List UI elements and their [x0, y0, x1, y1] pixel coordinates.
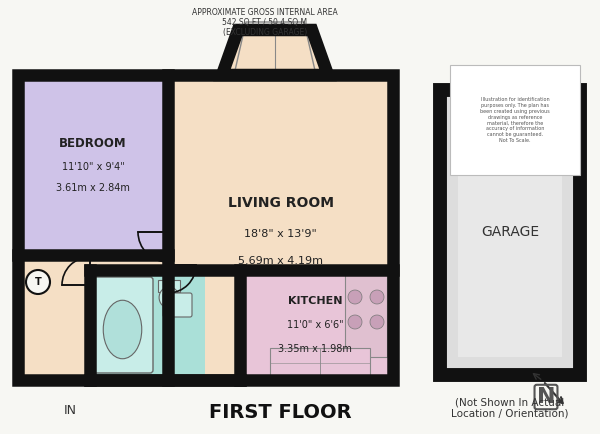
Bar	[440, 90, 580, 375]
Text: 5.69m x 4.19m: 5.69m x 4.19m	[238, 256, 323, 266]
Bar	[158, 279, 180, 292]
Text: (EXCLUDING GARAGE): (EXCLUDING GARAGE)	[223, 28, 307, 37]
Bar	[18, 255, 168, 380]
Text: 11'0" x 6'6": 11'0" x 6'6"	[287, 320, 343, 330]
Text: 18'8" x 13'9": 18'8" x 13'9"	[244, 229, 317, 239]
Circle shape	[370, 315, 384, 329]
Text: N: N	[537, 387, 555, 407]
Text: LIVING ROOM: LIVING ROOM	[227, 196, 334, 210]
Circle shape	[26, 270, 50, 294]
FancyBboxPatch shape	[92, 277, 153, 373]
Bar	[345, 272, 387, 357]
Text: 3.35m x 1.98m: 3.35m x 1.98m	[278, 344, 352, 354]
Bar	[458, 108, 562, 357]
Text: APPROXIMATE GROSS INTERNAL AREA: APPROXIMATE GROSS INTERNAL AREA	[192, 8, 338, 17]
Text: IN: IN	[64, 404, 77, 417]
Circle shape	[348, 290, 362, 304]
Text: 3.61m x 2.84m: 3.61m x 2.84m	[56, 184, 130, 194]
Text: Illustration for identification
purposes only. The plan has
been created using p: Illustration for identification purposes…	[480, 97, 550, 143]
Text: 11'10" x 9'4": 11'10" x 9'4"	[62, 162, 124, 172]
Polygon shape	[222, 30, 328, 75]
Circle shape	[348, 315, 362, 329]
Bar	[233, 25, 243, 35]
Text: T: T	[35, 277, 41, 287]
Bar	[307, 25, 317, 35]
Ellipse shape	[159, 287, 179, 308]
Bar	[323, 70, 333, 80]
Bar	[270, 348, 370, 378]
Text: FIRST FLOOR: FIRST FLOOR	[209, 403, 352, 422]
Bar	[90, 270, 205, 380]
Bar	[18, 75, 168, 255]
Bar	[168, 75, 393, 380]
Bar	[18, 75, 393, 380]
FancyBboxPatch shape	[163, 293, 192, 317]
Circle shape	[370, 290, 384, 304]
Text: KITCHEN: KITCHEN	[288, 296, 342, 306]
Text: GARAGE: GARAGE	[481, 226, 539, 240]
Text: BEDROOM: BEDROOM	[59, 137, 127, 150]
Text: 542 SQ FT / 50.4 SQ M: 542 SQ FT / 50.4 SQ M	[223, 18, 308, 27]
Ellipse shape	[103, 300, 142, 359]
Bar	[450, 65, 580, 175]
Bar	[240, 270, 393, 380]
Bar	[217, 70, 227, 80]
Text: (Not Shown In Actual
Location / Orientation): (Not Shown In Actual Location / Orientat…	[451, 397, 569, 419]
